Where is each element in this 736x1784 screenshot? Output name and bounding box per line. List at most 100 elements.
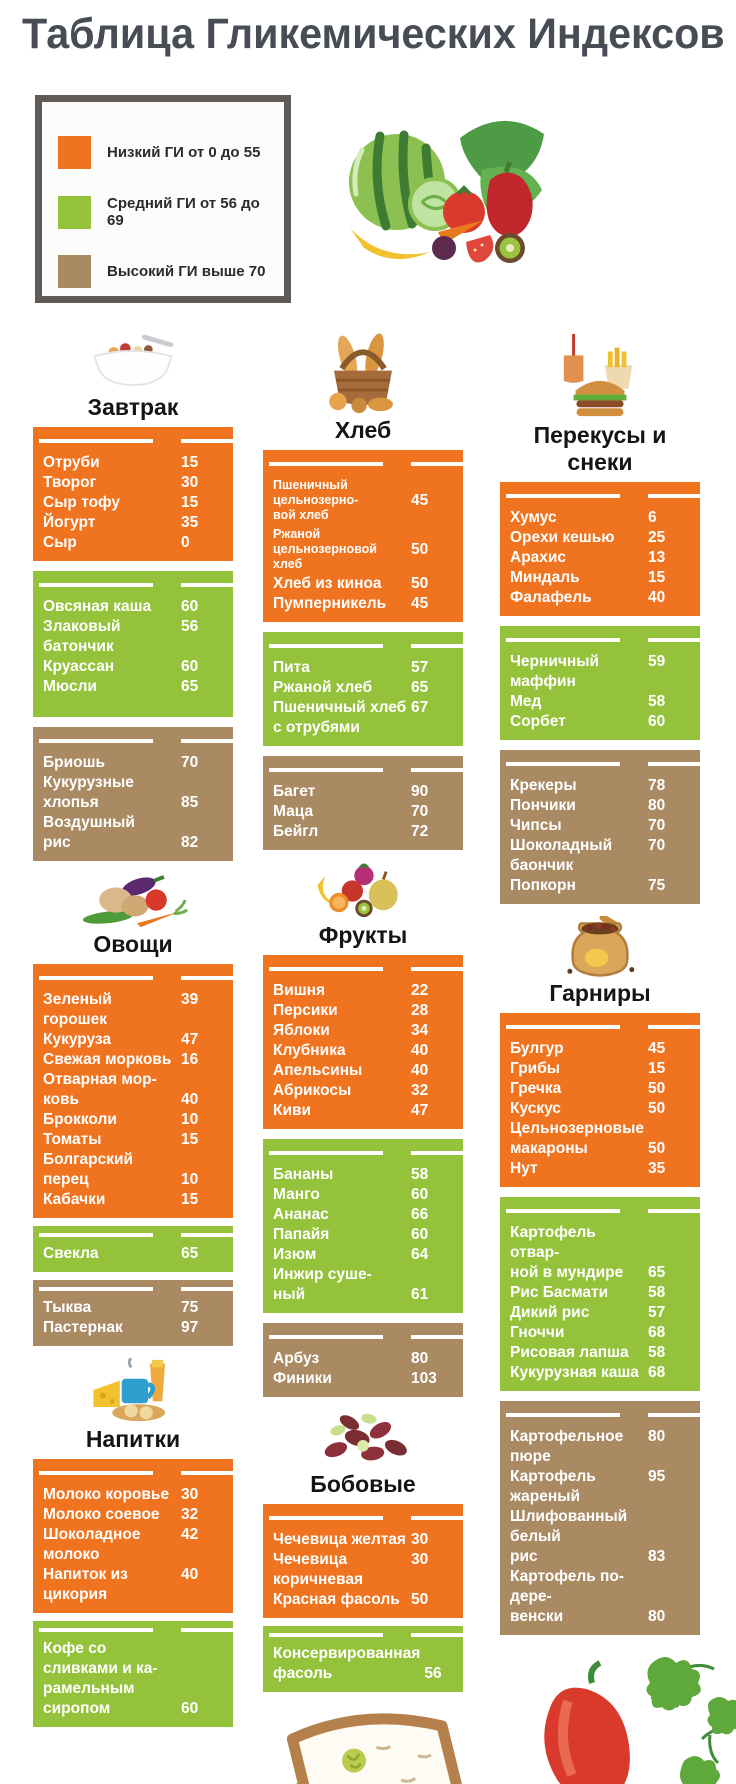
food-name: Абрикосы (273, 1082, 352, 1099)
food-value: 47 (411, 1102, 429, 1119)
dashed-divider (506, 1025, 700, 1029)
food-value: 67 (411, 699, 429, 716)
gi-block-low: Молоко коровье 30 Молоко соевое 32 Шоколадно… (33, 1459, 233, 1613)
food-row: Томаты 15 (43, 1130, 223, 1150)
food-value: 25 (648, 529, 666, 546)
food-value: 57 (411, 659, 429, 676)
food-row: Пастернак 97 (43, 1318, 223, 1338)
food-value: 70 (648, 837, 666, 854)
food-value: 70 (648, 817, 666, 834)
food-row: Овсяная каша 60 (43, 597, 223, 617)
food-row: Вишня 22 (273, 981, 453, 1001)
food-name: Бриошь (43, 754, 106, 771)
food-row: Манго 60 (273, 1185, 453, 1205)
food-value: 0 (181, 534, 190, 551)
food-value: 85 (181, 794, 199, 811)
food-value: 65 (181, 678, 199, 695)
food-row: Картофель по-дере- венски 80 (510, 1567, 690, 1627)
food-name: Яблоки (273, 1022, 330, 1039)
food-name: Красная фасоль (273, 1591, 400, 1608)
food-value: 50 (648, 1100, 666, 1117)
dashed-divider (269, 644, 463, 648)
food-value: 103 (411, 1370, 437, 1387)
dashed-divider (506, 1413, 700, 1417)
food-value: 47 (181, 1031, 199, 1048)
food-name: Вишня (273, 982, 326, 999)
sack-icon (500, 916, 700, 978)
gi-block-low: Булгур 45 Грибы 15 Гречка 50 Кускус 50 Цельнозер… (500, 1013, 700, 1187)
food-name: Кабачки (43, 1191, 106, 1208)
food-value: 57 (648, 1304, 666, 1321)
food-name: Инжир суше- ный (273, 1266, 372, 1303)
food-row: Черничный маффин 59 (510, 652, 690, 692)
gi-block-mid: Консервированная фасоль 56 (263, 1626, 463, 1692)
food-name: Картофельное пюре (510, 1428, 624, 1465)
food-row: Свежая морковь 16 (43, 1050, 223, 1070)
dashed-divider (269, 1633, 463, 1637)
food-row: Чечевица коричневая 30 (273, 1550, 453, 1590)
food-value: 80 (648, 1608, 666, 1625)
food-name: Напиток из цикория (43, 1566, 128, 1603)
food-name: Кукурузная каша (510, 1364, 639, 1381)
food-row: Молоко соевое 32 (43, 1505, 223, 1525)
food-value: 58 (648, 1284, 666, 1301)
food-value: 40 (181, 1091, 199, 1108)
food-value: 6 (648, 509, 657, 526)
food-row: Инжир суше- ный 61 (273, 1265, 453, 1305)
food-value: 50 (648, 1140, 666, 1157)
food-name: Нут (510, 1160, 538, 1177)
food-name: Крекеры (510, 777, 577, 794)
food-row: Гноччи 68 (510, 1323, 690, 1343)
gi-block-mid: Свекла 65 (33, 1226, 233, 1272)
food-name: Кофе со сливками и ка- рамельным сиропом (43, 1640, 158, 1717)
food-name: Ржаной цельнозерновой хлеб (273, 527, 377, 571)
food-value: 32 (411, 1082, 429, 1099)
vegetable-group-icon (342, 110, 548, 277)
food-name: Арбуз (273, 1350, 320, 1367)
food-row: Свекла 65 (43, 1244, 223, 1264)
food-value: 50 (411, 1591, 429, 1608)
food-value: 60 (411, 1186, 429, 1203)
food-row: Чипсы 70 (510, 816, 690, 836)
food-value: 42 (181, 1526, 199, 1543)
food-row: Кускус 50 (510, 1099, 690, 1119)
food-name: Картофель по-дере- венски (510, 1568, 625, 1625)
food-row: Воздушный рис 82 (43, 813, 223, 853)
food-name: Бананы (273, 1166, 334, 1183)
food-name: Чечевица коричневая (273, 1551, 363, 1588)
sandwich-icon (263, 1700, 467, 1784)
food-row: Финики 103 (273, 1369, 453, 1389)
food-value: 22 (411, 982, 429, 999)
food-row: Шоколадный баончик 70 (510, 836, 690, 876)
food-name: Картофель отвар- ной в мундире (510, 1224, 624, 1281)
food-row: Пшеничный цельнозерно- вой хлеб 45 (273, 476, 453, 525)
food-row: Пончики 80 (510, 796, 690, 816)
food-name: Свежая морковь (43, 1051, 172, 1068)
gi-block-mid: Бананы 58 Манго 60 Ананас 66 Папайя 60 Изюм 64 Инж… (263, 1139, 463, 1313)
food-name: Миндаль (510, 569, 580, 586)
food-row: Абрикосы 32 (273, 1081, 453, 1101)
food-row: Кукурузная каша 68 (510, 1363, 690, 1383)
section-header: Гарниры (549, 980, 651, 1006)
gi-block-low: Отруби 15 Творог 30 Сыр тофу 15 Йогурт 35 Сыр 0 (33, 427, 233, 561)
food-row: Злаковый батончик 56 (43, 617, 223, 657)
food-value: 65 (648, 1264, 666, 1281)
food-value: 66 (411, 1206, 429, 1223)
food-name: Сыр тофу (43, 494, 121, 511)
food-row: Болгарский перец 10 (43, 1150, 223, 1190)
food-name: Мед (510, 693, 542, 710)
food-value: 83 (648, 1548, 666, 1565)
food-value: 15 (181, 1191, 199, 1208)
food-value: 78 (648, 777, 666, 794)
food-row: Орехи кешью 25 (510, 528, 690, 548)
gi-block-mid: Овсяная каша 60 Злаковый батончик 56 Круасса… (33, 571, 233, 717)
food-value: 34 (411, 1022, 429, 1039)
food-value: 30 (181, 1486, 199, 1503)
food-value: 35 (181, 514, 199, 531)
section-header: Хлеб (334, 417, 392, 443)
food-value: 45 (411, 595, 429, 612)
food-value: 60 (181, 658, 199, 675)
vegetables-icon (33, 873, 233, 929)
food-row: Пшеничный хлеб с отрубями 67 (273, 698, 453, 738)
dashed-divider (269, 1516, 463, 1520)
